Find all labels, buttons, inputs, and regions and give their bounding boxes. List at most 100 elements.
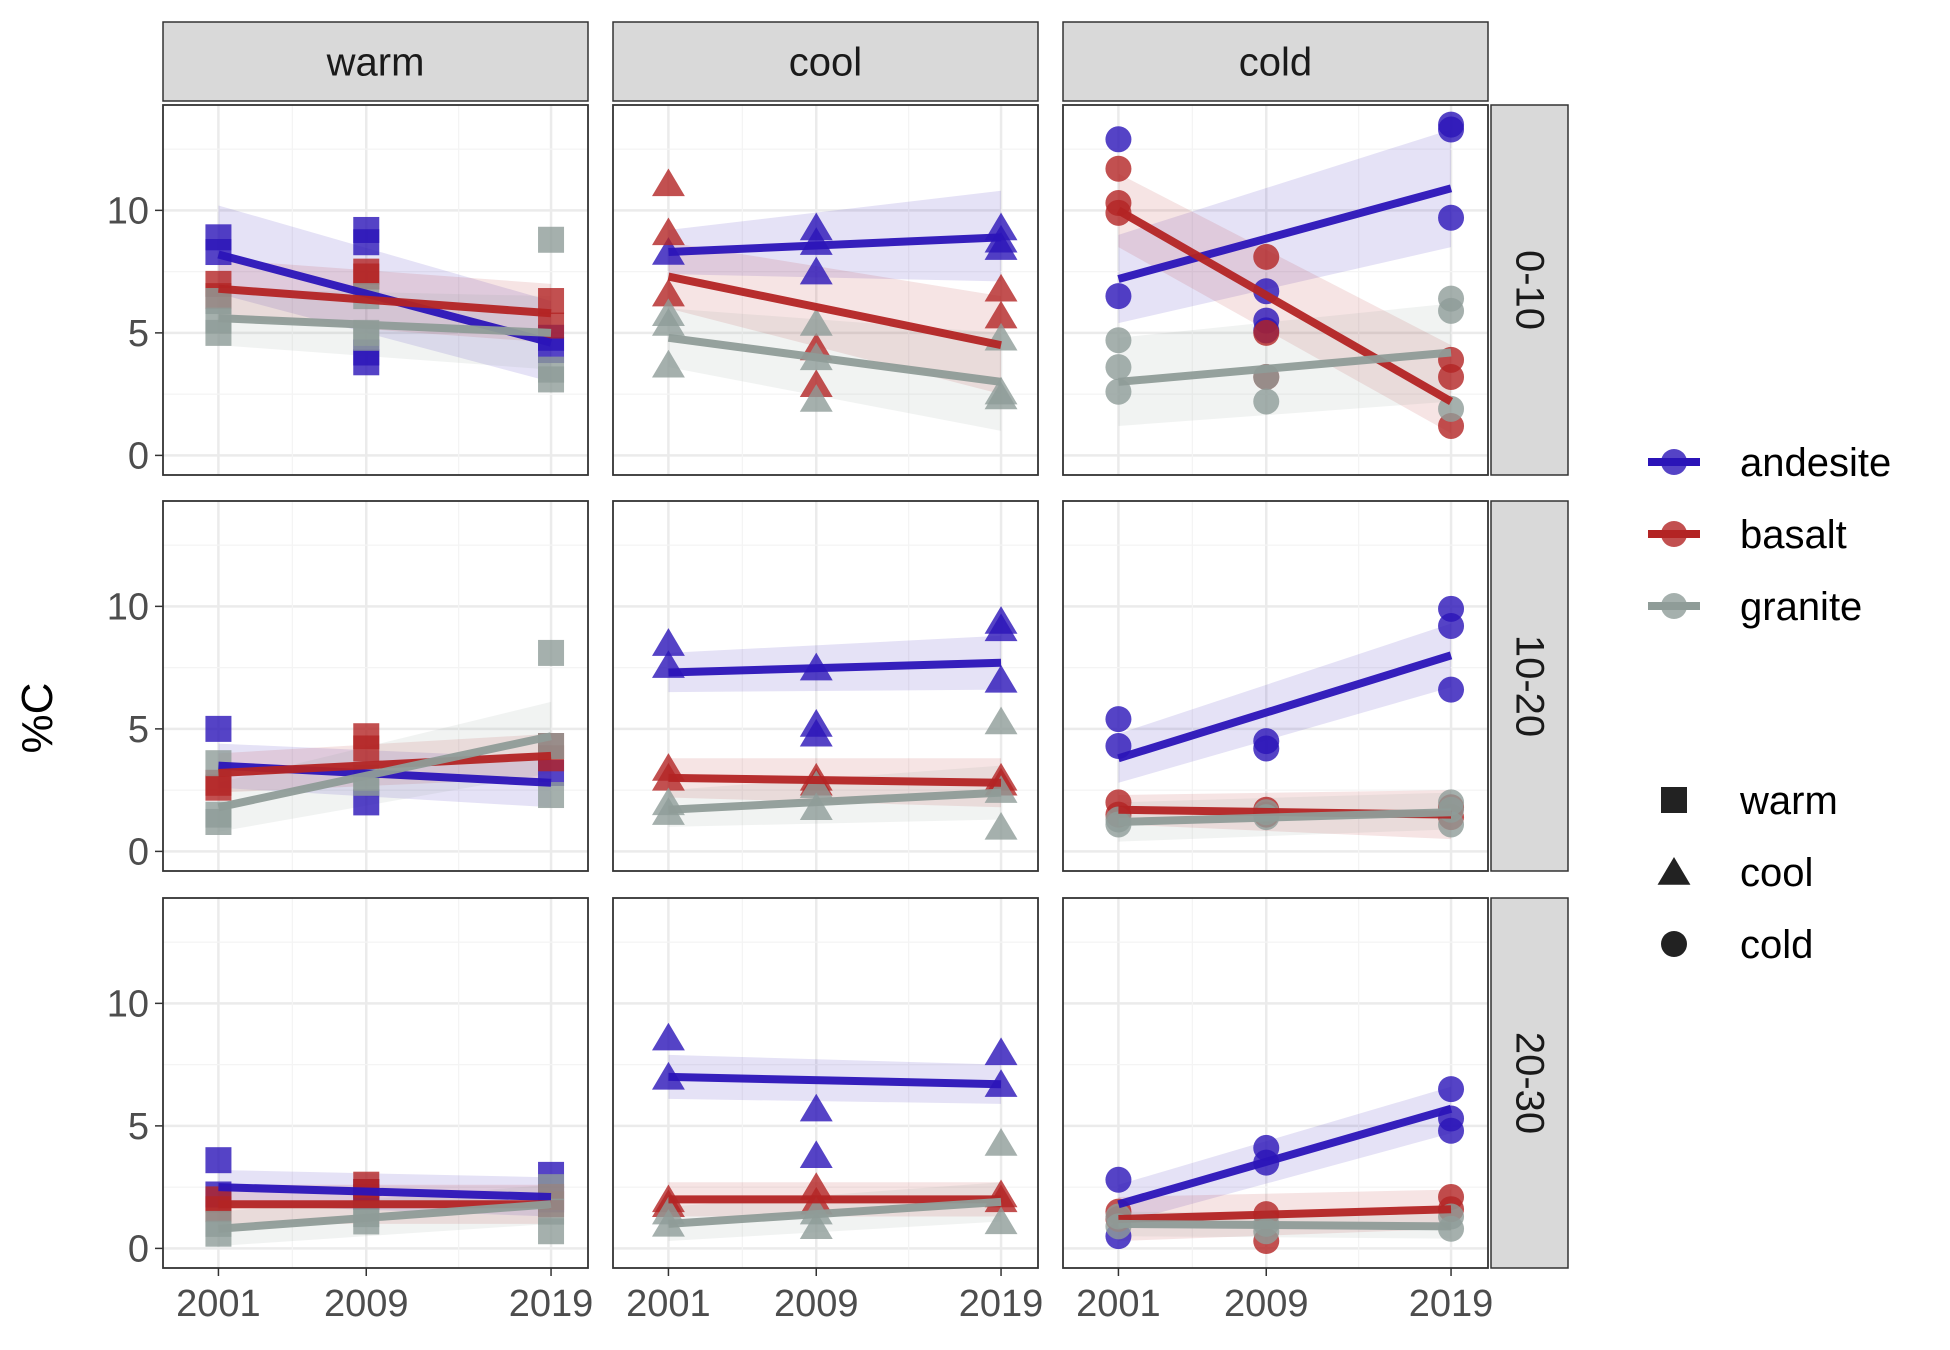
x-tick-label: 2009 (774, 1283, 859, 1325)
legend-key-point (1661, 449, 1687, 475)
point-andesite (205, 239, 232, 266)
point-andesite (651, 628, 685, 656)
row-strip-0-10 (1490, 104, 1569, 476)
fit-line-granite (668, 788, 1002, 814)
point-andesite (1105, 706, 1132, 733)
fit-line-granite (1118, 1219, 1452, 1231)
col-strip-label: cool (789, 41, 862, 85)
confidence-band-andesite (1118, 129, 1452, 324)
point-andesite (1105, 126, 1132, 153)
point-basalt (984, 273, 1018, 302)
point-granite (799, 770, 833, 798)
point-andesite (353, 229, 380, 256)
y-axis-label: %C (13, 683, 62, 754)
point-granite (799, 1211, 833, 1240)
point-basalt (1253, 319, 1280, 346)
panel-warm-10-20 (162, 500, 589, 872)
point-andesite (799, 1140, 833, 1168)
fit-line-granite (1118, 348, 1452, 386)
point-basalt (651, 168, 685, 197)
point-andesite (984, 1037, 1018, 1066)
y-tick-label: 5 (128, 313, 149, 355)
point-granite (1438, 297, 1465, 324)
confidence-band-basalt (668, 242, 1002, 395)
y-tick-label: 0 (128, 1228, 149, 1270)
point-basalt (984, 300, 1018, 329)
point-andesite (205, 715, 232, 742)
point-granite (538, 639, 565, 666)
point-andesite (1253, 735, 1280, 762)
point-granite (651, 797, 685, 825)
row-strip-label: 20-30 (1508, 1032, 1552, 1134)
x-tick-label: 2019 (1409, 1283, 1494, 1325)
point-basalt (1105, 155, 1132, 182)
y-tick-label: 0 (128, 831, 149, 873)
point-granite (651, 349, 685, 378)
point-andesite (799, 212, 833, 241)
point-granite (984, 381, 1018, 410)
point-basalt (1438, 363, 1465, 390)
panel-warm-20-30 (162, 897, 589, 1269)
point-andesite (353, 349, 380, 376)
point-basalt (799, 1172, 833, 1200)
fit-line-granite (217, 732, 552, 812)
point-andesite (1438, 676, 1465, 703)
y-tick-label: 0 (128, 435, 149, 477)
legend-label: cool (1740, 851, 1813, 895)
panel-cool-20-30 (612, 897, 1039, 1269)
point-granite (538, 782, 565, 809)
point-granite (538, 1218, 565, 1245)
legend-item-basalt: basalt (1648, 513, 1847, 557)
x-tick-label: 2001 (626, 1283, 711, 1325)
fit-line-basalt (218, 751, 552, 777)
point-granite (984, 1128, 1018, 1156)
fit-line-basalt (218, 284, 552, 318)
fit-line-andesite (668, 1072, 1002, 1089)
point-andesite (651, 1022, 685, 1051)
fit-line-granite (668, 1197, 1002, 1228)
confidence-band-andesite (668, 190, 1002, 282)
fit-line-basalt (1116, 206, 1454, 405)
col-strip-label: cold (1239, 41, 1312, 85)
row-strip-label: 0-10 (1508, 250, 1552, 330)
legend-item-cool: cool (1657, 851, 1813, 895)
point-granite (538, 366, 565, 393)
point-granite (984, 706, 1018, 735)
point-granite (538, 226, 565, 253)
row-strip-label: 10-20 (1508, 635, 1552, 737)
point-granite (799, 308, 833, 336)
x-tick-label: 2019 (509, 1283, 594, 1325)
fit-line-andesite (668, 233, 1002, 257)
panel-border (162, 897, 589, 1269)
panel-border (162, 500, 589, 872)
point-andesite (1438, 116, 1465, 143)
point-andesite (1105, 283, 1132, 310)
col-strip-cool (612, 21, 1039, 102)
point-granite (1105, 327, 1132, 354)
legend: andesite basalt granite warm cool cold (1648, 441, 1891, 967)
fit-line-andesite (668, 658, 1002, 677)
x-tick-label: 2001 (176, 1283, 261, 1325)
point-andesite (1438, 204, 1465, 231)
legend-label: warm (1739, 779, 1838, 823)
point-granite (651, 308, 685, 336)
legend-key-point (1661, 521, 1687, 547)
point-andesite (799, 1093, 833, 1122)
panel-border (612, 897, 1039, 1269)
point-granite (984, 1206, 1018, 1235)
panel-border (612, 104, 1039, 476)
point-granite (799, 792, 833, 820)
row-strip-10-20 (1490, 500, 1569, 872)
panel-warm-0-10 (162, 104, 589, 476)
panel-cold-0-10 (1062, 104, 1489, 476)
legend-shape-square (1661, 787, 1687, 813)
col-strip-label: warm (326, 41, 425, 85)
point-andesite (1438, 612, 1465, 639)
panel-border (1062, 500, 1489, 872)
point-andesite (651, 1061, 685, 1090)
point-basalt (799, 369, 833, 398)
col-strip-cold (1062, 21, 1489, 102)
fit-line-granite (1118, 808, 1452, 826)
legend-item-granite: granite (1648, 585, 1862, 629)
